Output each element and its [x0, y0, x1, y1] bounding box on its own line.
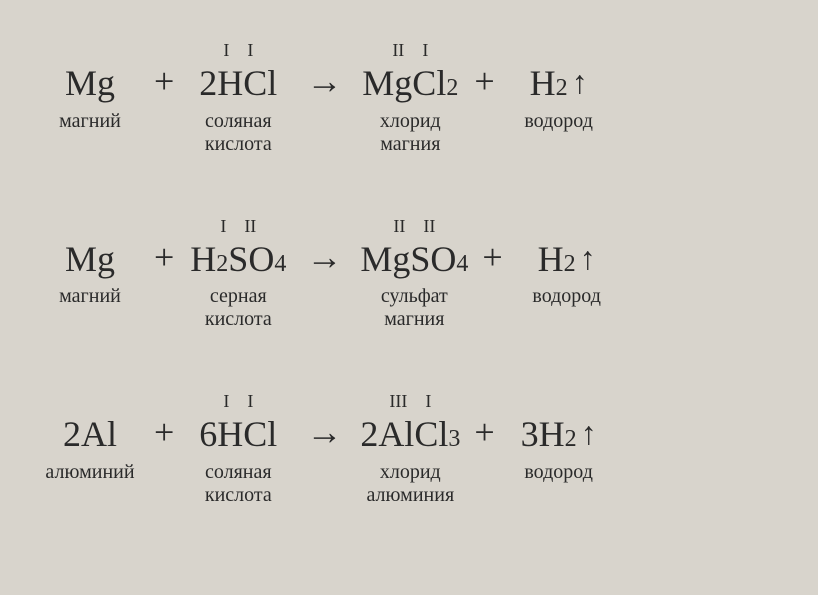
- compound-label: магний: [59, 110, 121, 133]
- term: .3H2↑водород: [509, 391, 609, 484]
- oxidation-value: I: [422, 40, 428, 62]
- oxidation-value: II: [393, 216, 405, 238]
- compound-label: солянаякислота: [205, 461, 272, 507]
- oxidation-value: I: [223, 391, 229, 413]
- oxidation-value: I: [223, 40, 229, 62]
- reaction-arrow: →: [288, 238, 360, 278]
- chemical-equation: .Mgмагний+IIIH2SO4сернаякислота→IIIIMgSO…: [40, 216, 778, 332]
- chemical-formula: H2↑: [538, 240, 596, 280]
- term: .H2↑водород: [509, 40, 609, 133]
- plus-operator: +: [460, 62, 508, 102]
- term: II IIMgSO4 сульфатмагния: [360, 216, 468, 332]
- term: .Mgмагний: [40, 216, 140, 309]
- equations-container: .Mgмагний+II2HClсолянаякислота→IIIMgCl2х…: [40, 30, 778, 507]
- oxidation-value: I: [247, 391, 253, 413]
- gas-arrow-icon: ↑: [572, 65, 588, 100]
- compound-label: сульфатмагния: [381, 285, 448, 331]
- chemical-formula: H2↑: [530, 64, 588, 104]
- chemical-formula: 3H2↑: [521, 415, 597, 455]
- compound-label: водород: [524, 110, 593, 133]
- compound-label: хлоридмагния: [380, 110, 441, 156]
- compound-label: хлоридалюминия: [366, 461, 454, 507]
- gas-arrow-icon: ↑: [580, 241, 596, 276]
- oxidation-value: I: [220, 216, 226, 238]
- oxidation-states: III: [220, 216, 256, 238]
- term: IIIMgCl2хлоридмагния: [360, 40, 460, 156]
- chemical-formula: 6HCl: [199, 415, 277, 455]
- reaction-arrow: →: [288, 413, 360, 453]
- chemical-formula: 2AlCl3: [360, 415, 460, 455]
- term: .Mgмагний: [40, 40, 140, 133]
- term: .H2↑водород: [517, 216, 617, 309]
- chemical-formula: 2Al: [63, 415, 117, 455]
- chemical-formula: H2SO4: [190, 240, 286, 280]
- chemical-formula: 2HCl: [199, 64, 277, 104]
- plus-operator: +: [140, 62, 188, 102]
- oxidation-value: I: [425, 391, 431, 413]
- term: IIIH2SO4сернаякислота: [188, 216, 288, 332]
- plus-operator: +: [460, 413, 508, 453]
- plus-operator: +: [140, 413, 188, 453]
- plus-operator: +: [140, 238, 188, 278]
- reaction-arrow: →: [288, 62, 360, 102]
- oxidation-value: I: [247, 40, 253, 62]
- compound-label: солянаякислота: [205, 110, 272, 156]
- oxidation-value: II: [423, 216, 435, 238]
- oxidation-value: II: [244, 216, 256, 238]
- chemical-formula: Mg: [65, 240, 115, 280]
- term: II2HCl солянаякислота: [188, 40, 288, 156]
- term: II6HCl солянаякислота: [188, 391, 288, 507]
- chemical-equation: .Mgмагний+II2HClсолянаякислота→IIIMgCl2х…: [40, 40, 778, 156]
- term: IIII2AlCl3хлоридалюминия: [360, 391, 460, 507]
- compound-label: водород: [532, 285, 601, 308]
- plus-operator: +: [468, 238, 516, 278]
- oxidation-states: III: [392, 40, 428, 62]
- chemical-formula: Mg: [65, 64, 115, 104]
- compound-label: магний: [59, 285, 121, 308]
- oxidation-states: II II: [393, 216, 435, 238]
- oxidation-value: III: [389, 391, 407, 413]
- compound-label: водород: [524, 461, 593, 484]
- gas-arrow-icon: ↑: [581, 416, 597, 451]
- oxidation-states: II: [223, 391, 253, 413]
- term: .2Alалюминий: [40, 391, 140, 484]
- chemical-formula: MgSO4: [360, 240, 468, 280]
- oxidation-states: IIII: [389, 391, 431, 413]
- oxidation-states: II: [223, 40, 253, 62]
- chemical-equation: .2Alалюминий+II6HClсолянаякислота→IIII2A…: [40, 391, 778, 507]
- chemical-formula: MgCl2: [362, 64, 458, 104]
- compound-label: алюминий: [45, 461, 134, 484]
- compound-label: сернаякислота: [205, 285, 272, 331]
- oxidation-value: II: [392, 40, 404, 62]
